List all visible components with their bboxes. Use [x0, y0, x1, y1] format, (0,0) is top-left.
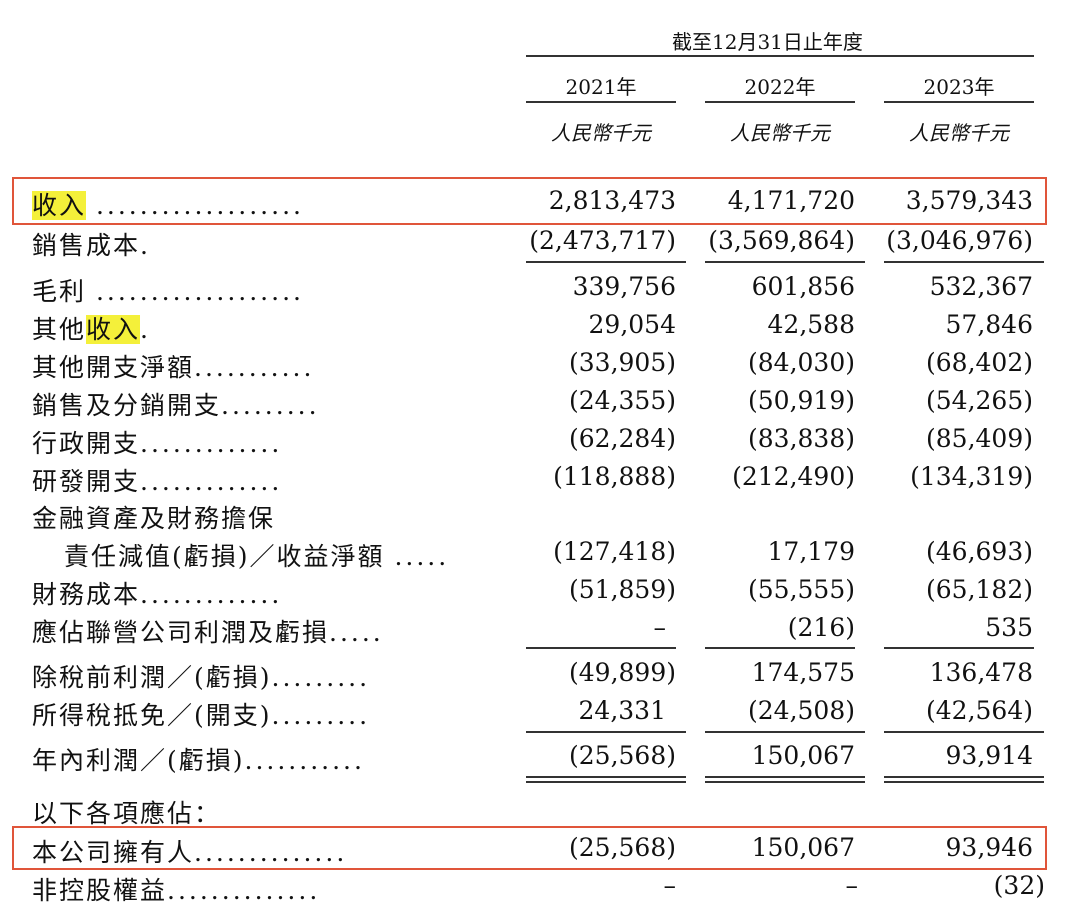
value-cell: (68,402)	[926, 348, 1033, 377]
row-label-other-expenses: 其他開支淨額...........	[32, 353, 315, 382]
value-cell: (118,888)	[553, 462, 676, 491]
value-cell: (46,693)	[926, 537, 1033, 566]
value-cell: (24,355)	[569, 386, 676, 415]
subtotal-rule	[884, 647, 1034, 649]
year-2022: 2022年	[744, 75, 816, 99]
value-cell: (134,319)	[910, 462, 1033, 491]
unit-label: 人民幣千元	[551, 121, 651, 145]
row-label-rd-expenses: 研發開支.............	[32, 467, 283, 496]
value-cell: 339,756	[572, 272, 676, 301]
subtotal-rule	[526, 261, 686, 263]
value-cell: –	[663, 871, 677, 900]
value-cell: (25,568)	[569, 741, 676, 770]
value-cell: (65,182)	[926, 575, 1033, 604]
subtotal-rule	[705, 731, 865, 733]
row-label-selling-expenses: 銷售及分銷開支.........	[32, 391, 320, 420]
value-cell: (49,899)	[569, 658, 676, 687]
header-rule	[526, 55, 1034, 57]
value-cell: (54,265)	[926, 386, 1033, 415]
row-label-other-income: 其他收入.	[32, 315, 151, 344]
subtotal-rule	[884, 261, 1044, 263]
value-cell: (32)	[993, 871, 1045, 900]
highlight-box-owners	[12, 826, 1047, 870]
row-label-profit-for-year: 年內利潤／(虧損)...........	[32, 746, 365, 775]
subtotal-rule	[526, 647, 676, 649]
value-cell: (25,568)	[569, 833, 676, 862]
row-label-impairment: 責任減值(虧損)／收益淨額 .....	[64, 542, 450, 571]
subtotal-rule	[705, 647, 855, 649]
value-cell: (216)	[787, 613, 855, 642]
value-cell: 4,171,720	[727, 186, 855, 215]
value-cell: (2,473,717)	[529, 226, 676, 255]
highlight-box-revenue	[12, 177, 1047, 225]
value-cell: 174,575	[751, 658, 855, 687]
row-label-gross-profit: 毛利 ...................	[32, 277, 304, 306]
value-cell: (33,905)	[569, 348, 676, 377]
row-label-cost-of-sales: 銷售成本.	[32, 231, 151, 260]
period-header: 截至12月31日止年度	[672, 30, 863, 54]
total-double-rule	[705, 776, 865, 778]
value-cell: 150,067	[751, 833, 855, 862]
row-label-attributable-to: 以下各項應佔：	[32, 799, 222, 828]
subtotal-rule	[705, 261, 865, 263]
value-cell: –	[653, 613, 667, 642]
value-cell: (55,555)	[748, 575, 855, 604]
row-label-profit-before-tax: 除稅前利潤／(虧損).........	[32, 663, 371, 692]
year-rule	[884, 101, 1034, 103]
year-rule	[526, 101, 676, 103]
value-cell: 42,588	[767, 310, 855, 339]
row-label-admin-expenses: 行政開支.............	[32, 429, 283, 458]
value-cell: 601,856	[751, 272, 855, 301]
value-cell: 150,067	[751, 741, 855, 770]
year-2021: 2021年	[565, 75, 637, 99]
value-cell: (24,508)	[748, 696, 855, 725]
value-cell: (42,564)	[926, 696, 1033, 725]
row-label-non-controlling: 非控股權益..............	[32, 876, 321, 905]
value-cell: 29,054	[588, 310, 676, 339]
value-cell: 532,367	[929, 272, 1033, 301]
year-rule	[705, 101, 855, 103]
total-double-rule	[705, 781, 865, 783]
value-cell: –	[845, 871, 859, 900]
value-cell: (3,569,864)	[708, 226, 855, 255]
value-cell: 535	[985, 613, 1033, 642]
row-label-financial-assets: 金融資產及財務擔保	[32, 504, 276, 533]
value-cell: (51,859)	[569, 575, 676, 604]
value-cell: 93,946	[945, 833, 1033, 862]
row-label-associates: 應佔聯營公司利潤及虧損.....	[32, 618, 384, 647]
value-cell: 136,478	[929, 658, 1033, 687]
year-2023: 2023年	[923, 75, 995, 99]
value-cell: (85,409)	[926, 424, 1033, 453]
row-label-revenue: 收入 ...................	[32, 191, 304, 220]
total-double-rule	[884, 781, 1044, 783]
total-double-rule	[884, 776, 1044, 778]
total-double-rule	[526, 776, 686, 778]
value-cell: (3,046,976)	[886, 226, 1033, 255]
total-double-rule	[526, 781, 686, 783]
value-cell: (62,284)	[569, 424, 676, 453]
value-cell: 17,179	[767, 537, 855, 566]
value-cell: (83,838)	[748, 424, 855, 453]
value-cell: 2,813,473	[548, 186, 676, 215]
value-cell: 3,579,343	[905, 186, 1033, 215]
value-cell: 93,914	[945, 741, 1033, 770]
subtotal-rule	[526, 731, 686, 733]
unit-label: 人民幣千元	[730, 121, 830, 145]
value-cell: 57,846	[945, 310, 1033, 339]
value-cell: (127,418)	[553, 537, 676, 566]
value-cell: (84,030)	[748, 348, 855, 377]
row-label-owners: 本公司擁有人..............	[32, 838, 348, 867]
value-cell: (50,919)	[748, 386, 855, 415]
value-cell: 24,331	[578, 696, 666, 725]
value-cell: (212,490)	[732, 462, 855, 491]
subtotal-rule	[884, 731, 1044, 733]
row-label-finance-costs: 財務成本.............	[32, 580, 283, 609]
row-label-income-tax: 所得稅抵免／(開支).........	[32, 701, 371, 730]
unit-label: 人民幣千元	[909, 121, 1009, 145]
